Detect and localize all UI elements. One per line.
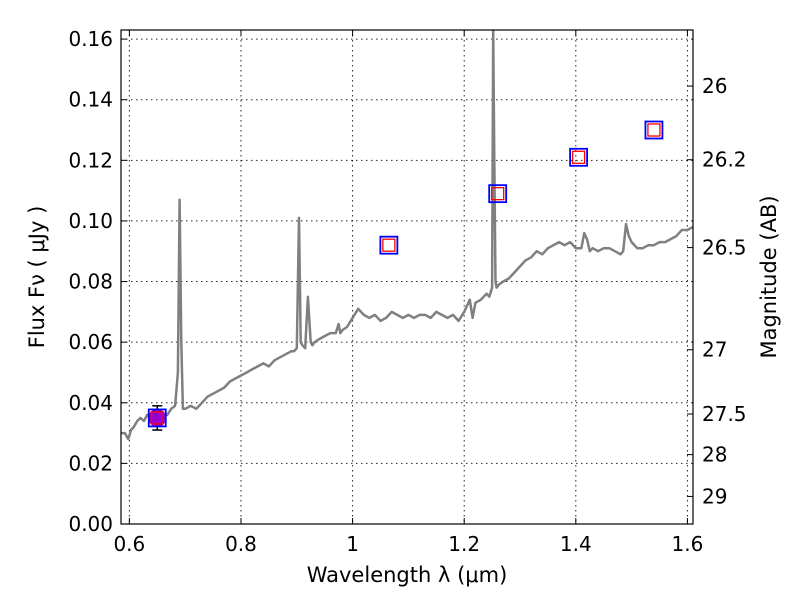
red-square-marker — [491, 187, 505, 201]
y-tick-label: 0.08 — [68, 270, 113, 294]
y-axis-label: Flux Fν ( μJy ) — [25, 206, 49, 349]
x-tick-label: 1.6 — [672, 532, 704, 556]
y-tick-label: 0.16 — [68, 27, 113, 51]
blue-square-marker — [379, 235, 399, 255]
red-square-marker — [382, 238, 396, 252]
y-tick-label: 0.10 — [68, 209, 113, 233]
y-tick-label: 0.02 — [68, 451, 113, 475]
right-tick-label: 26.2 — [702, 148, 747, 172]
y-tick-label: 0.00 — [68, 512, 113, 536]
blue-square-marker — [644, 120, 664, 140]
y-tick-label: 0.12 — [68, 148, 113, 172]
y-tick-label: 0.04 — [68, 391, 113, 415]
spectrum-line — [121, 30, 693, 441]
x-tick-label: 1 — [346, 532, 359, 556]
x-tick-label: 0.6 — [113, 532, 145, 556]
y-tick-label: 0.06 — [68, 330, 113, 354]
axis-tick-labels: 0.6 0.8 1 1.2 1.4 1.6 0.00 0.02 0.04 0.06 0.08 0.10… — [68, 27, 746, 556]
right-tick-label: 27 — [702, 338, 727, 362]
right-tick-label: 28 — [702, 443, 727, 467]
blue-square-marker — [488, 184, 508, 204]
y-axis-right-label: Magnitude (AB) — [757, 195, 781, 358]
x-tick-label: 1.4 — [560, 532, 592, 556]
grid-lines — [121, 30, 693, 525]
x-tick-label: 0.8 — [225, 532, 257, 556]
red-square-marker — [150, 411, 164, 425]
axis-ticks — [121, 30, 693, 525]
right-tick-label: 26.5 — [702, 236, 747, 260]
right-tick-label: 27.5 — [702, 402, 747, 426]
x-tick-label: 1.2 — [448, 532, 480, 556]
plot-frame — [120, 29, 694, 525]
purple-circle-marker — [148, 408, 167, 427]
photometry-markers — [147, 120, 664, 431]
x-axis-label: Wavelength λ (μm) — [307, 563, 508, 587]
blue-square-marker — [147, 408, 167, 428]
red-square-marker — [647, 123, 661, 137]
y-tick-label: 0.14 — [68, 88, 113, 112]
plot-background — [121, 30, 693, 524]
blue-square-marker — [569, 147, 588, 167]
red-square-marker — [571, 150, 586, 164]
right-tick-label: 26 — [702, 74, 727, 98]
spectrum-series — [121, 30, 693, 441]
right-tick-label: 29 — [702, 484, 727, 508]
